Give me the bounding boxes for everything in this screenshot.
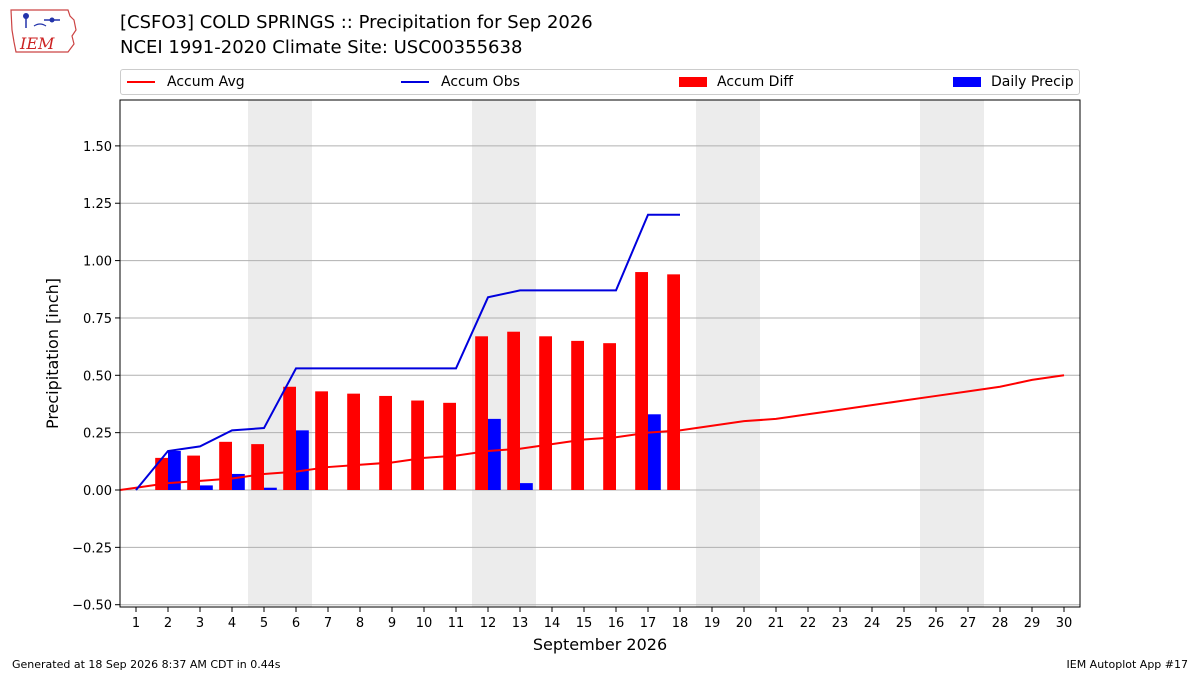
accum-diff-bar-day-6 xyxy=(283,386,296,490)
legend-swatch-accum-obs xyxy=(401,81,429,83)
x-tick-label-4: 4 xyxy=(228,616,236,631)
x-tick-label-13: 13 xyxy=(512,616,529,631)
accum-diff-bar-day-14 xyxy=(539,336,552,490)
daily-precip-bar-day-17 xyxy=(648,414,661,490)
chart-title: [CSFO3] COLD SPRINGS :: Precipitation fo… xyxy=(120,12,593,33)
x-tick-label-7: 7 xyxy=(324,616,332,631)
x-tick-label-30: 30 xyxy=(1056,616,1073,631)
legend-item-accum-avg: Accum Avg xyxy=(127,70,245,94)
x-tick-label-28: 28 xyxy=(992,616,1009,631)
accum-diff-bar-day-18 xyxy=(667,274,680,490)
x-tick-label-19: 19 xyxy=(704,616,721,631)
x-tick-label-29: 29 xyxy=(1024,616,1041,631)
accum-diff-bar-day-3 xyxy=(187,455,200,490)
x-tick-label-11: 11 xyxy=(448,616,465,631)
x-tick-label-12: 12 xyxy=(480,616,497,631)
daily-precip-bar-day-12 xyxy=(488,418,501,490)
x-tick-label-1: 1 xyxy=(132,616,140,631)
chart-legend: Accum Avg Accum Obs Accum Diff Daily Pre… xyxy=(120,69,1080,95)
x-tick-label-8: 8 xyxy=(356,616,364,631)
weekend-band-20 xyxy=(728,100,760,607)
weekend-band-26 xyxy=(920,100,952,607)
accum-diff-bar-day-15 xyxy=(571,340,584,490)
accum-diff-bar-day-11 xyxy=(443,402,456,490)
daily-precip-bar-day-2 xyxy=(168,451,181,490)
x-axis-label: September 2026 xyxy=(533,635,667,654)
footer-app: IEM Autoplot App #17 xyxy=(1066,658,1189,671)
x-tick-label-20: 20 xyxy=(736,616,753,631)
accum-diff-bar-day-7 xyxy=(315,391,328,490)
legend-swatch-accum-diff xyxy=(679,77,707,87)
x-tick-label-16: 16 xyxy=(608,616,625,631)
accum-diff-bar-day-17 xyxy=(635,272,648,490)
weekend-band-27 xyxy=(952,100,984,607)
x-tick-label-5: 5 xyxy=(260,616,268,631)
accum-diff-bar-day-9 xyxy=(379,395,392,490)
chart-subtitle: NCEI 1991-2020 Climate Site: USC00355638 xyxy=(120,37,523,58)
y-tick-label-3: 0.25 xyxy=(83,427,112,442)
y-axis-label: Precipitation [inch] xyxy=(43,278,62,429)
x-tick-label-14: 14 xyxy=(544,616,561,631)
accum-diff-bar-day-2 xyxy=(155,457,168,490)
x-tick-label-17: 17 xyxy=(640,616,657,631)
y-tick-label-7: 1.25 xyxy=(83,197,112,212)
legend-swatch-accum-avg xyxy=(127,81,155,83)
legend-swatch-daily-precip xyxy=(953,77,981,87)
x-tick-label-27: 27 xyxy=(960,616,977,631)
x-tick-label-24: 24 xyxy=(864,616,881,631)
weekend-band-19 xyxy=(696,100,728,607)
accum-diff-bar-day-16 xyxy=(603,343,616,490)
legend-item-accum-obs: Accum Obs xyxy=(401,70,520,94)
y-tick-label-6: 1.00 xyxy=(83,255,112,270)
x-tick-label-26: 26 xyxy=(928,616,945,631)
legend-label-daily-precip: Daily Precip xyxy=(991,74,1074,90)
accum-obs-line xyxy=(135,213,680,491)
plot-frame xyxy=(119,99,1081,608)
legend-label-accum-avg: Accum Avg xyxy=(167,74,245,90)
x-tick-label-22: 22 xyxy=(800,616,817,631)
legend-item-accum-diff: Accum Diff xyxy=(679,70,793,94)
accum-diff-bar-day-10 xyxy=(411,400,424,490)
x-tick-label-2: 2 xyxy=(164,616,172,631)
y-tick-label-5: 0.75 xyxy=(83,312,112,327)
y-tick-label-2: 0.00 xyxy=(83,484,112,499)
accum-diff-bar-day-13 xyxy=(507,331,520,490)
legend-label-accum-obs: Accum Obs xyxy=(441,74,520,90)
x-tick-label-23: 23 xyxy=(832,616,849,631)
x-tick-label-15: 15 xyxy=(576,616,593,631)
daily-precip-bar-day-3 xyxy=(200,485,213,490)
x-tick-label-21: 21 xyxy=(768,616,785,631)
x-tick-label-18: 18 xyxy=(672,616,689,631)
daily-precip-bar-day-6 xyxy=(296,430,309,490)
legend-label-accum-diff: Accum Diff xyxy=(717,74,794,90)
accum-diff-bar-day-8 xyxy=(347,393,360,490)
iem-logo: IEM xyxy=(8,6,80,58)
x-tick-label-10: 10 xyxy=(416,616,433,631)
x-tick-label-25: 25 xyxy=(896,616,913,631)
accum-diff-bar-day-4 xyxy=(219,441,232,490)
logo-text: IEM xyxy=(20,34,55,53)
iowa-map-icon xyxy=(10,9,77,53)
daily-precip-bar-day-5 xyxy=(264,487,277,490)
accum-diff-bar-day-12 xyxy=(475,336,488,490)
accum-diff-bar-day-5 xyxy=(251,444,264,490)
x-tick-label-3: 3 xyxy=(196,616,204,631)
footer-generated: Generated at 18 Sep 2026 8:37 AM CDT in … xyxy=(12,658,281,671)
y-tick-label-4: 0.50 xyxy=(83,369,112,384)
x-tick-label-6: 6 xyxy=(292,616,300,631)
weekend-band-6 xyxy=(280,100,312,607)
daily-precip-bar-day-13 xyxy=(520,483,533,490)
legend-item-daily-precip: Daily Precip xyxy=(953,70,1074,94)
y-tick-label-0: −0.50 xyxy=(72,599,112,614)
accum-avg-line xyxy=(119,374,1065,491)
y-tick-label-8: 1.50 xyxy=(83,140,112,155)
y-tick-label-1: −0.25 xyxy=(72,541,112,556)
weekend-band-5 xyxy=(248,100,280,607)
x-tick-label-9: 9 xyxy=(388,616,396,631)
